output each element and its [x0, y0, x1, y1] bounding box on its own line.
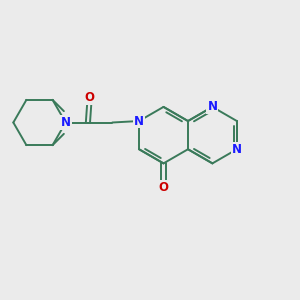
Text: N: N [232, 143, 242, 156]
Text: O: O [158, 181, 169, 194]
Text: N: N [134, 115, 144, 128]
Text: N: N [207, 100, 218, 113]
Text: O: O [84, 91, 94, 104]
Text: N: N [61, 116, 70, 129]
